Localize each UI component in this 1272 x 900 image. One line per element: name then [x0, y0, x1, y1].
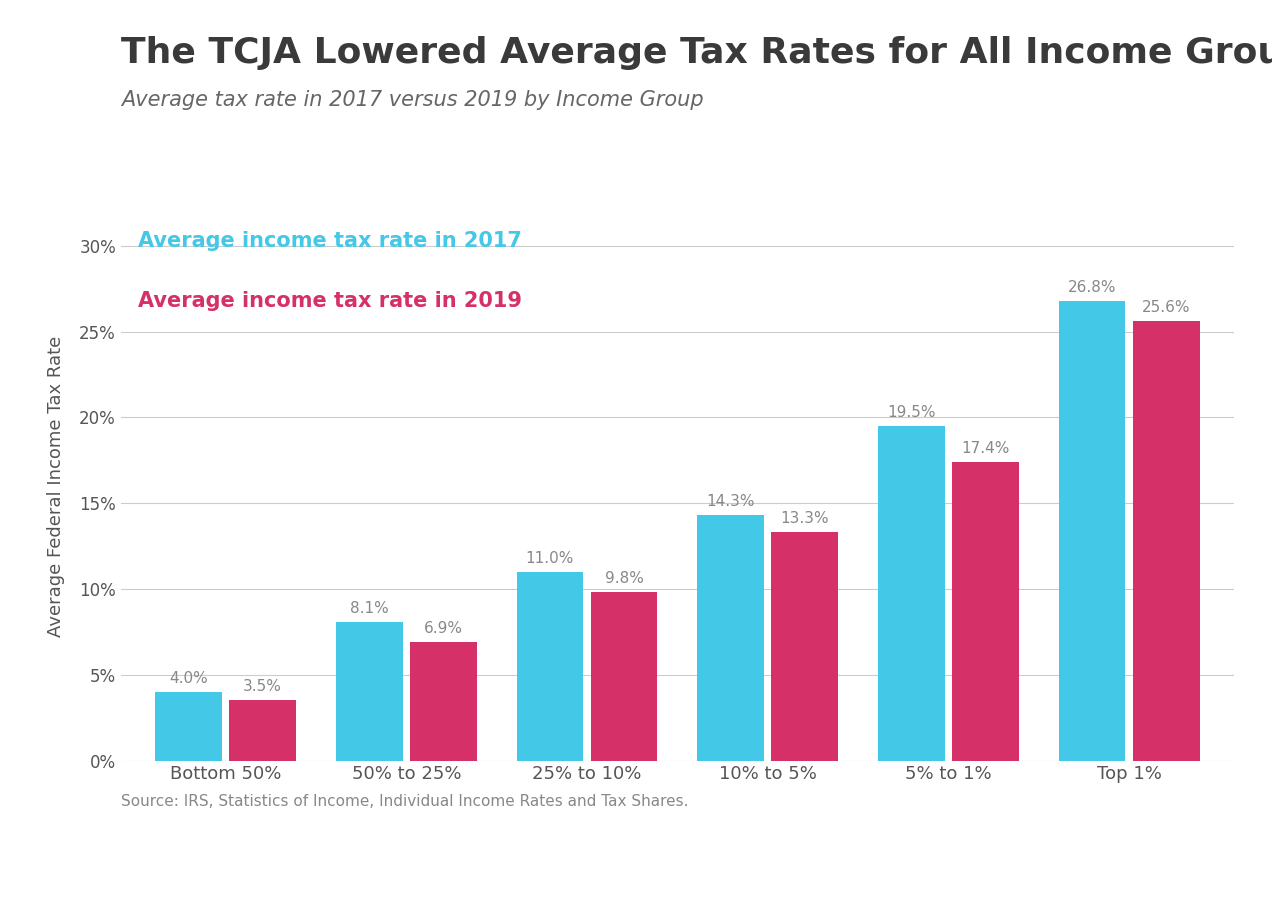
Text: Average income tax rate in 2017: Average income tax rate in 2017	[137, 230, 522, 251]
Bar	[155, 692, 223, 760]
Bar	[336, 622, 403, 760]
Bar	[951, 462, 1019, 760]
Text: 25.6%: 25.6%	[1142, 301, 1191, 315]
Bar	[878, 426, 945, 760]
Text: Average tax rate in 2017 versus 2019 by Income Group: Average tax rate in 2017 versus 2019 by …	[121, 90, 703, 110]
Bar	[410, 642, 477, 760]
Text: Source: IRS, Statistics of Income, Individual Income Rates and Tax Shares.: Source: IRS, Statistics of Income, Indiv…	[121, 794, 688, 809]
Bar	[697, 515, 764, 760]
Text: 6.9%: 6.9%	[424, 621, 463, 636]
Text: 9.8%: 9.8%	[604, 572, 644, 587]
Text: 19.5%: 19.5%	[887, 405, 936, 420]
Bar	[516, 572, 584, 760]
Text: 4.0%: 4.0%	[169, 670, 207, 686]
Text: The TCJA Lowered Average Tax Rates for All Income Groups: The TCJA Lowered Average Tax Rates for A…	[121, 36, 1272, 70]
Bar	[590, 592, 658, 760]
Bar	[1132, 321, 1199, 760]
Text: 13.3%: 13.3%	[781, 511, 829, 526]
Text: 26.8%: 26.8%	[1067, 280, 1117, 294]
Text: 11.0%: 11.0%	[525, 551, 574, 566]
Bar	[229, 700, 296, 760]
Text: 3.5%: 3.5%	[243, 680, 282, 695]
Text: @TaxFoundation: @TaxFoundation	[1084, 854, 1255, 874]
Text: 17.4%: 17.4%	[962, 441, 1010, 456]
Text: Average income tax rate in 2019: Average income tax rate in 2019	[137, 291, 522, 311]
Bar	[1058, 301, 1126, 760]
Bar	[771, 532, 838, 760]
Text: 14.3%: 14.3%	[706, 494, 754, 509]
Y-axis label: Average Federal Income Tax Rate: Average Federal Income Tax Rate	[47, 336, 65, 636]
Text: TAX FOUNDATION: TAX FOUNDATION	[17, 854, 224, 874]
Text: 8.1%: 8.1%	[350, 600, 389, 616]
